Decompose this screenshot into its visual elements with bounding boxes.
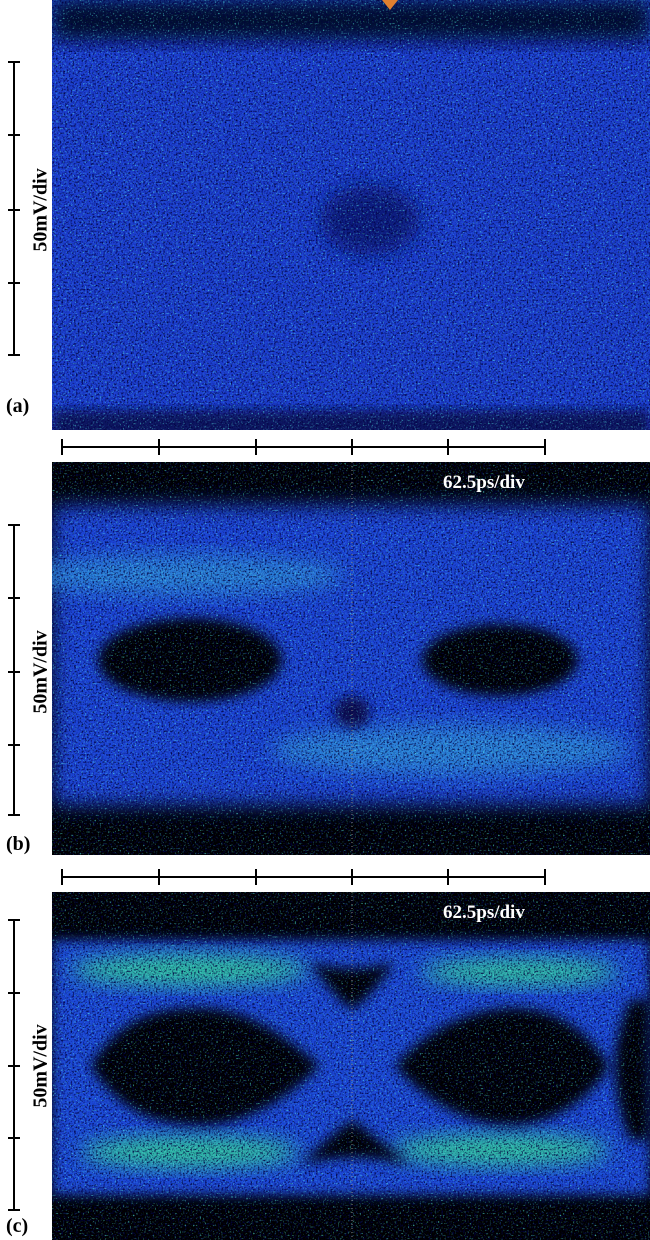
- y-scale-bar: [8, 919, 20, 1211]
- panel-label: (c): [6, 1215, 28, 1237]
- y-scale-label: 50mV/div: [30, 630, 52, 713]
- x-scale-label: 62.5ps/div: [443, 472, 525, 493]
- y-scale-label: 50mV/div: [30, 1024, 52, 1107]
- y-scale-bar: [8, 524, 20, 816]
- y-scale-label: 50mV/div: [30, 168, 52, 251]
- x-scale-bar: [61, 439, 546, 455]
- eye-diagram-a: [52, 0, 650, 430]
- eye-diagram-b: [52, 462, 650, 855]
- panel-label: (a): [6, 395, 29, 417]
- panel-label: (b): [6, 833, 30, 855]
- y-scale-bar: [8, 61, 20, 356]
- x-scale-bar: [61, 869, 546, 885]
- eye-diagram-c: [52, 892, 650, 1240]
- x-scale-label: 62.5ps/div: [443, 902, 525, 923]
